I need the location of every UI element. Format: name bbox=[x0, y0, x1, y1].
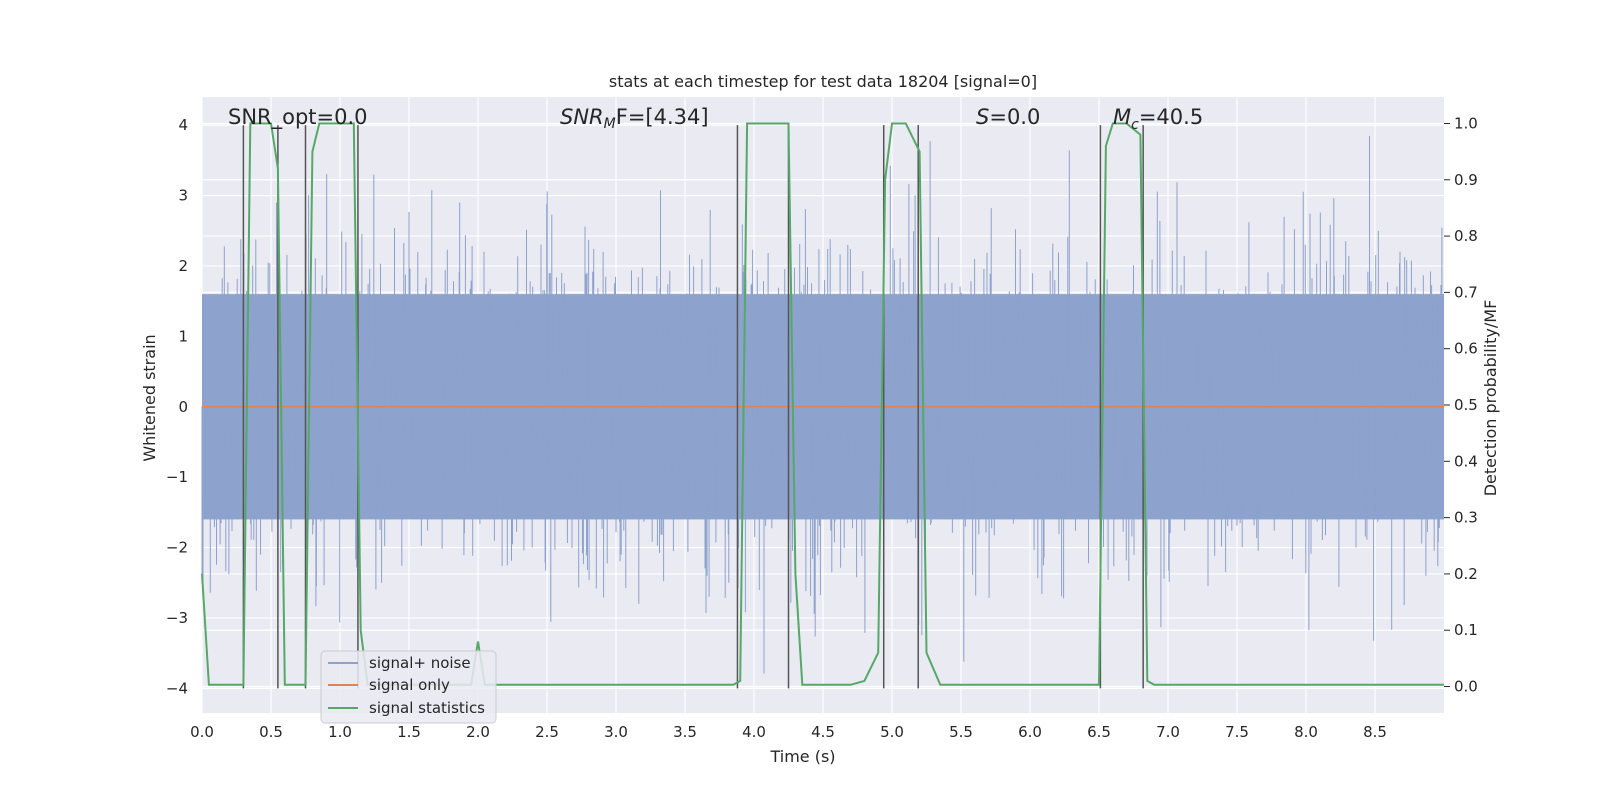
y2-tick-label: 0.0 bbox=[1454, 678, 1478, 696]
y2-axis-label: Detection probability/MF bbox=[1481, 300, 1500, 497]
y2-tick-label: 0.2 bbox=[1454, 565, 1478, 583]
legend: signal+ noise signal only signal statist… bbox=[320, 650, 497, 724]
x-tick-label: 4.0 bbox=[742, 723, 766, 741]
x-tick-label: 5.0 bbox=[880, 723, 904, 741]
y2-tick-label: 0.4 bbox=[1454, 452, 1478, 470]
x-tick-label: 2.5 bbox=[535, 723, 559, 741]
y2-axis-ticks: 1.0 0.9 0.8 0.7 0.6 0.5 0.4 0.3 0.2 0.1 0.0 bbox=[1444, 114, 1478, 696]
legend-box bbox=[320, 650, 497, 724]
y2-tick-label: 0.3 bbox=[1454, 509, 1478, 527]
y2-tick-label: 0.9 bbox=[1454, 171, 1478, 189]
snr-opt-annotation: SNR_opt=0.0 bbox=[228, 105, 368, 130]
legend-label-signal-noise: signal+ noise bbox=[369, 654, 471, 672]
y2-tick-label: 0.7 bbox=[1454, 283, 1478, 301]
chart-title: stats at each timestep for test data 182… bbox=[609, 72, 1037, 91]
x-tick-label: 7.5 bbox=[1225, 723, 1249, 741]
y-tick-label: −1 bbox=[166, 468, 188, 486]
y-axis-label: Whitened strain bbox=[140, 334, 159, 461]
snr-mf-annotation: SNRMF=[4.34] bbox=[560, 105, 709, 132]
x-tick-label: 3.5 bbox=[673, 723, 697, 741]
x-tick-label: 2.0 bbox=[466, 723, 490, 741]
y2-tick-label: 0.8 bbox=[1454, 227, 1478, 245]
x-tick-label: 3.0 bbox=[604, 723, 628, 741]
y-tick-label: −4 bbox=[166, 679, 188, 697]
x-tick-label: 4.5 bbox=[811, 723, 835, 741]
y-tick-label: −2 bbox=[166, 539, 188, 557]
y2-tick-label: 1.0 bbox=[1454, 114, 1478, 132]
x-tick-label: 5.5 bbox=[949, 723, 973, 741]
x-tick-label: 6.5 bbox=[1087, 723, 1111, 741]
y-tick-label: −3 bbox=[166, 609, 188, 627]
y-axis-ticks: 4 3 2 1 0 −1 −2 −3 −4 bbox=[166, 116, 188, 697]
y2-tick-label: 0.6 bbox=[1454, 340, 1478, 358]
legend-label-signal-statistics: signal statistics bbox=[369, 699, 485, 717]
s-annotation: S=0.0 bbox=[976, 105, 1040, 129]
y-tick-label: 4 bbox=[178, 116, 188, 134]
x-tick-label: 7.0 bbox=[1156, 723, 1180, 741]
y-tick-label: 2 bbox=[178, 257, 188, 275]
x-tick-label: 8.5 bbox=[1363, 723, 1387, 741]
x-tick-label: 1.0 bbox=[328, 723, 352, 741]
y-tick-label: 3 bbox=[178, 187, 188, 205]
x-axis-ticks: 0.0 0.5 1.0 1.5 2.0 2.5 3.0 3.5 4.0 4.5 5.0 5.5 6.0 6… bbox=[190, 723, 1387, 741]
x-axis-label: Time (s) bbox=[769, 747, 835, 766]
legend-label-signal-only: signal only bbox=[369, 676, 450, 694]
y2-tick-label: 0.1 bbox=[1454, 621, 1478, 639]
x-tick-label: 0.5 bbox=[259, 723, 283, 741]
y-tick-label: 1 bbox=[178, 327, 188, 345]
y2-tick-label: 0.5 bbox=[1454, 396, 1478, 414]
x-tick-label: 1.5 bbox=[397, 723, 421, 741]
y-tick-label: 0 bbox=[178, 398, 188, 416]
signal-statistics-series bbox=[201, 122, 1444, 686]
mc-annotation: Mc=40.5 bbox=[1113, 105, 1203, 133]
x-tick-label: 8.0 bbox=[1294, 723, 1318, 741]
x-tick-label: 0.0 bbox=[190, 723, 214, 741]
x-tick-label: 6.0 bbox=[1018, 723, 1042, 741]
